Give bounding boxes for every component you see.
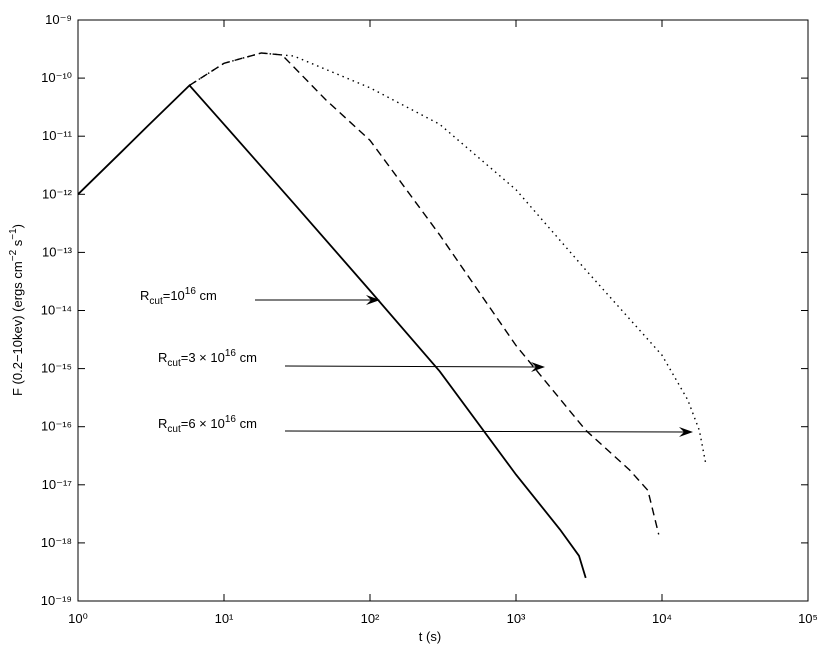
x-tick-label: 10⁴ (652, 611, 672, 626)
annotation-sub: cut (149, 296, 163, 307)
annotation-sub: cut (167, 424, 181, 435)
arrow-head (366, 295, 380, 305)
x-tick-label: 10¹ (215, 611, 234, 626)
data-line (189, 52, 660, 535)
y-label-sup: −1 (8, 228, 19, 240)
annotation-sup: 16 (185, 286, 197, 297)
annotation: Rcut=3 × 1016 cm (158, 348, 257, 369)
annotation-arrow (284, 430, 686, 433)
y-tick-label: 10⁻⁹ (45, 12, 72, 27)
y-label-mid: s (10, 239, 25, 250)
x-tick-label: 10³ (507, 611, 526, 626)
annotation-pre: =10 (163, 288, 185, 303)
annotation-base: R (158, 416, 167, 431)
annotation-post: cm (236, 416, 257, 431)
arrow-head (531, 362, 545, 372)
annotation: Rcut=6 × 1016 cm (158, 414, 257, 435)
annotation-base: R (140, 288, 149, 303)
x-axis-label: t (s) (419, 629, 441, 644)
y-tick-label: 10⁻¹⁶ (41, 419, 72, 434)
y-tick-label: 10⁻¹⁵ (41, 361, 72, 376)
annotation-base: R (158, 350, 167, 365)
annotation-pre: =6 × 10 (181, 416, 225, 431)
data-line (189, 52, 707, 466)
y-label-end: ) (10, 224, 25, 228)
y-label-main: F (0.2−10kev) (ergs cm (10, 261, 25, 396)
x-tick-label: 10⁵ (798, 611, 818, 626)
arrow-head (679, 427, 693, 437)
annotation: Rcut=1016 cm (140, 286, 217, 307)
plot-frame (77, 19, 809, 602)
y-tick-label: 10⁻¹⁴ (41, 303, 72, 318)
x-tick-label: 10² (361, 611, 380, 626)
y-tick-label: 10⁻¹³ (42, 244, 73, 259)
y-axis-label: F (0.2−10kev) (ergs cm−2 s−1) (8, 224, 25, 396)
x-tick-label: 10⁰ (68, 611, 88, 626)
annotation-sub: cut (167, 358, 181, 369)
y-tick-label: 10⁻¹⁸ (41, 535, 72, 550)
y-tick-label: 10⁻¹² (42, 186, 73, 201)
annotation-arrow (284, 365, 538, 368)
data-line (77, 84, 587, 579)
annotation-post: cm (236, 350, 257, 365)
annotation-sup: 16 (225, 348, 237, 359)
y-tick-label: 10⁻¹⁷ (42, 477, 73, 492)
annotation-post: cm (196, 288, 217, 303)
y-tick-label: 10⁻¹⁰ (41, 70, 72, 85)
y-tick-label: 10⁻¹⁹ (41, 593, 72, 608)
annotation-pre: =3 × 10 (181, 350, 225, 365)
y-label-sup: −2 (8, 249, 19, 261)
annotation-sup: 16 (225, 414, 237, 425)
y-tick-label: 10⁻¹¹ (42, 128, 73, 143)
